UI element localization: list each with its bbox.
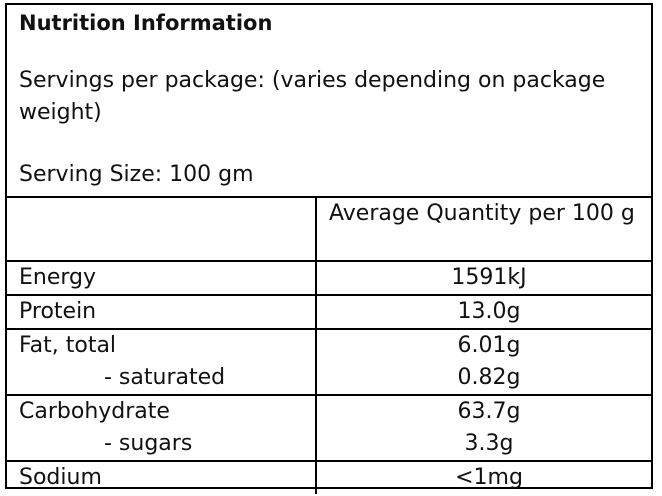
nutrient-value: 1591kJ <box>451 265 527 290</box>
nutrient-row: Carbohydrate - sugars 63.7g 3.3g <box>7 396 651 462</box>
nutrient-row: Fat, total - saturated 6.01g 0.82g <box>7 330 651 396</box>
empty-cell <box>7 198 317 260</box>
nutrient-value: 63.7g <box>457 399 521 424</box>
nutrient-label: Sodium <box>19 465 102 490</box>
title: Nutrition Information <box>19 11 273 35</box>
nutrient-values: 1591kJ <box>317 262 651 294</box>
nutrient-values: <1mg <box>317 462 651 494</box>
rows: Energy 1591kJ Protein 13.0g Fat, total - satu… <box>7 262 651 494</box>
column-header-row: Average Quantity per 100 g <box>7 198 651 262</box>
serving-size: Serving Size: 100 gm <box>19 162 254 187</box>
nutrient-label: Carbohydrate <box>19 399 170 424</box>
nutrient-value: 3.3g <box>464 431 514 456</box>
nutrient-label: - sugars <box>104 431 193 456</box>
nutrition-panel: Nutrition Information Servings per packa… <box>5 3 653 494</box>
nutrient-labels: Sodium <box>7 462 317 494</box>
nutrient-value: 13.0g <box>457 299 521 324</box>
nutrient-labels: Carbohydrate - sugars <box>7 396 317 460</box>
nutrient-row: Sodium <1mg <box>7 462 651 494</box>
header: Nutrition Information Servings per packa… <box>7 5 651 198</box>
nutrient-label: Protein <box>19 299 97 324</box>
nutrient-value: 0.82g <box>457 365 521 390</box>
nutrient-values: 63.7g 3.3g <box>317 396 651 460</box>
nutrient-label: Energy <box>19 265 97 290</box>
nutrient-value: 6.01g <box>457 333 521 358</box>
nutrient-labels: Energy <box>7 262 317 294</box>
nutrient-row: Energy 1591kJ <box>7 262 651 296</box>
nutrient-values: 6.01g 0.82g <box>317 330 651 394</box>
nutrient-value: <1mg <box>455 465 523 490</box>
nutrient-row: Protein 13.0g <box>7 296 651 330</box>
nutrient-label: Fat, total <box>19 333 117 358</box>
servings: Servings per package: (varies depending … <box>19 68 606 125</box>
nutrient-values: 13.0g <box>317 296 651 328</box>
column-header: Average Quantity per 100 g <box>329 201 635 226</box>
nutrient-labels: Fat, total - saturated <box>7 330 317 394</box>
nutrient-labels: Protein <box>7 296 317 328</box>
nutrient-label: - saturated <box>104 365 226 390</box>
